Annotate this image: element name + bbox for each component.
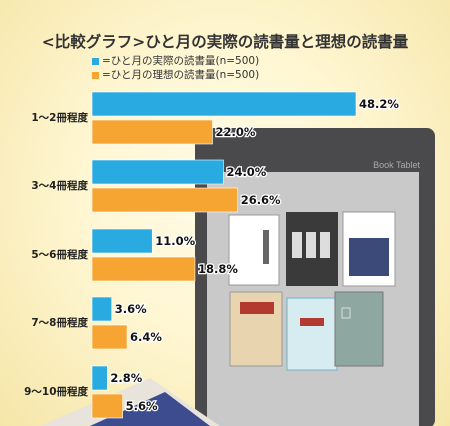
thumbnail-2-page [292, 232, 302, 258]
bar-ideal [91, 324, 128, 350]
thumbnail-1 [228, 214, 280, 286]
legend-swatch-ideal [92, 71, 99, 79]
thumbnail-1-mark [263, 230, 269, 264]
bar-actual [91, 91, 357, 117]
category-label: 5～6冊程度 [31, 248, 88, 261]
bar-group [91, 91, 357, 419]
value-label-ideal: 26.6% [241, 193, 281, 207]
value-label-ideal: 22.0% [215, 125, 255, 139]
legend-item-actual: =ひと月の実際の読書量(n=500) [92, 54, 259, 68]
thumbnail-5 [286, 297, 338, 371]
bar-ideal [91, 393, 123, 419]
category-label: 9～10冊程度 [24, 385, 88, 398]
tablet-illustration: Book Tablet [40, 128, 435, 426]
tablet-label: Book Tablet [373, 160, 420, 170]
legend: =ひと月の実際の読書量(n=500) =ひと月の理想の読書量(n=500) [92, 54, 259, 82]
bar-ideal [91, 187, 238, 213]
category-label: 7～8冊程度 [31, 316, 88, 329]
chart-title: <比較グラフ>ひと月の実際の読書量と理想の読書量 [41, 33, 409, 51]
thumbnail-2-page [306, 232, 316, 258]
thumbnail-2-page [320, 232, 330, 258]
value-label-ideal: 5.6% [126, 399, 158, 413]
thumbnail-3-cover [349, 238, 389, 276]
value-label-actual: 3.6% [115, 302, 147, 316]
value-label-actual: 2.8% [110, 371, 142, 385]
legend-item-ideal: =ひと月の理想の読書量(n=500) [92, 68, 259, 82]
bar-ideal [91, 119, 213, 145]
bar-actual [91, 159, 224, 185]
legend-label-ideal: =ひと月の理想の読書量(n=500) [102, 69, 260, 81]
category-label: 3～4冊程度 [31, 179, 88, 192]
legend-swatch-actual [92, 57, 99, 65]
category-labels: 1～2冊程度 3～4冊程度 5～6冊程度 7～8冊程度 9～10冊程度 [24, 111, 88, 398]
thumbnail-6-box [341, 307, 351, 319]
value-label-ideal: 18.8% [198, 262, 238, 276]
thumbnail-6 [334, 291, 384, 367]
thumbnail-4-band [240, 302, 274, 314]
bar-actual [91, 365, 108, 391]
bar-actual [91, 296, 113, 322]
value-label-ideal: 6.4% [130, 330, 162, 344]
value-label-actual: 48.2% [359, 97, 399, 111]
value-label-actual: 11.0% [155, 234, 195, 248]
value-label-actual: 24.0% [226, 165, 266, 179]
category-label: 1～2冊程度 [31, 111, 88, 124]
thumbnail-5-band [300, 318, 324, 326]
bar-ideal [91, 256, 196, 282]
value-labels: 48.2% 22.0% 24.0% 26.6% 11.0%18.8% 3.6% 6.4% 2.… [109, 96, 401, 415]
bar-actual [91, 228, 153, 254]
legend-label-actual: =ひと月の実際の読書量(n=500) [102, 55, 260, 67]
